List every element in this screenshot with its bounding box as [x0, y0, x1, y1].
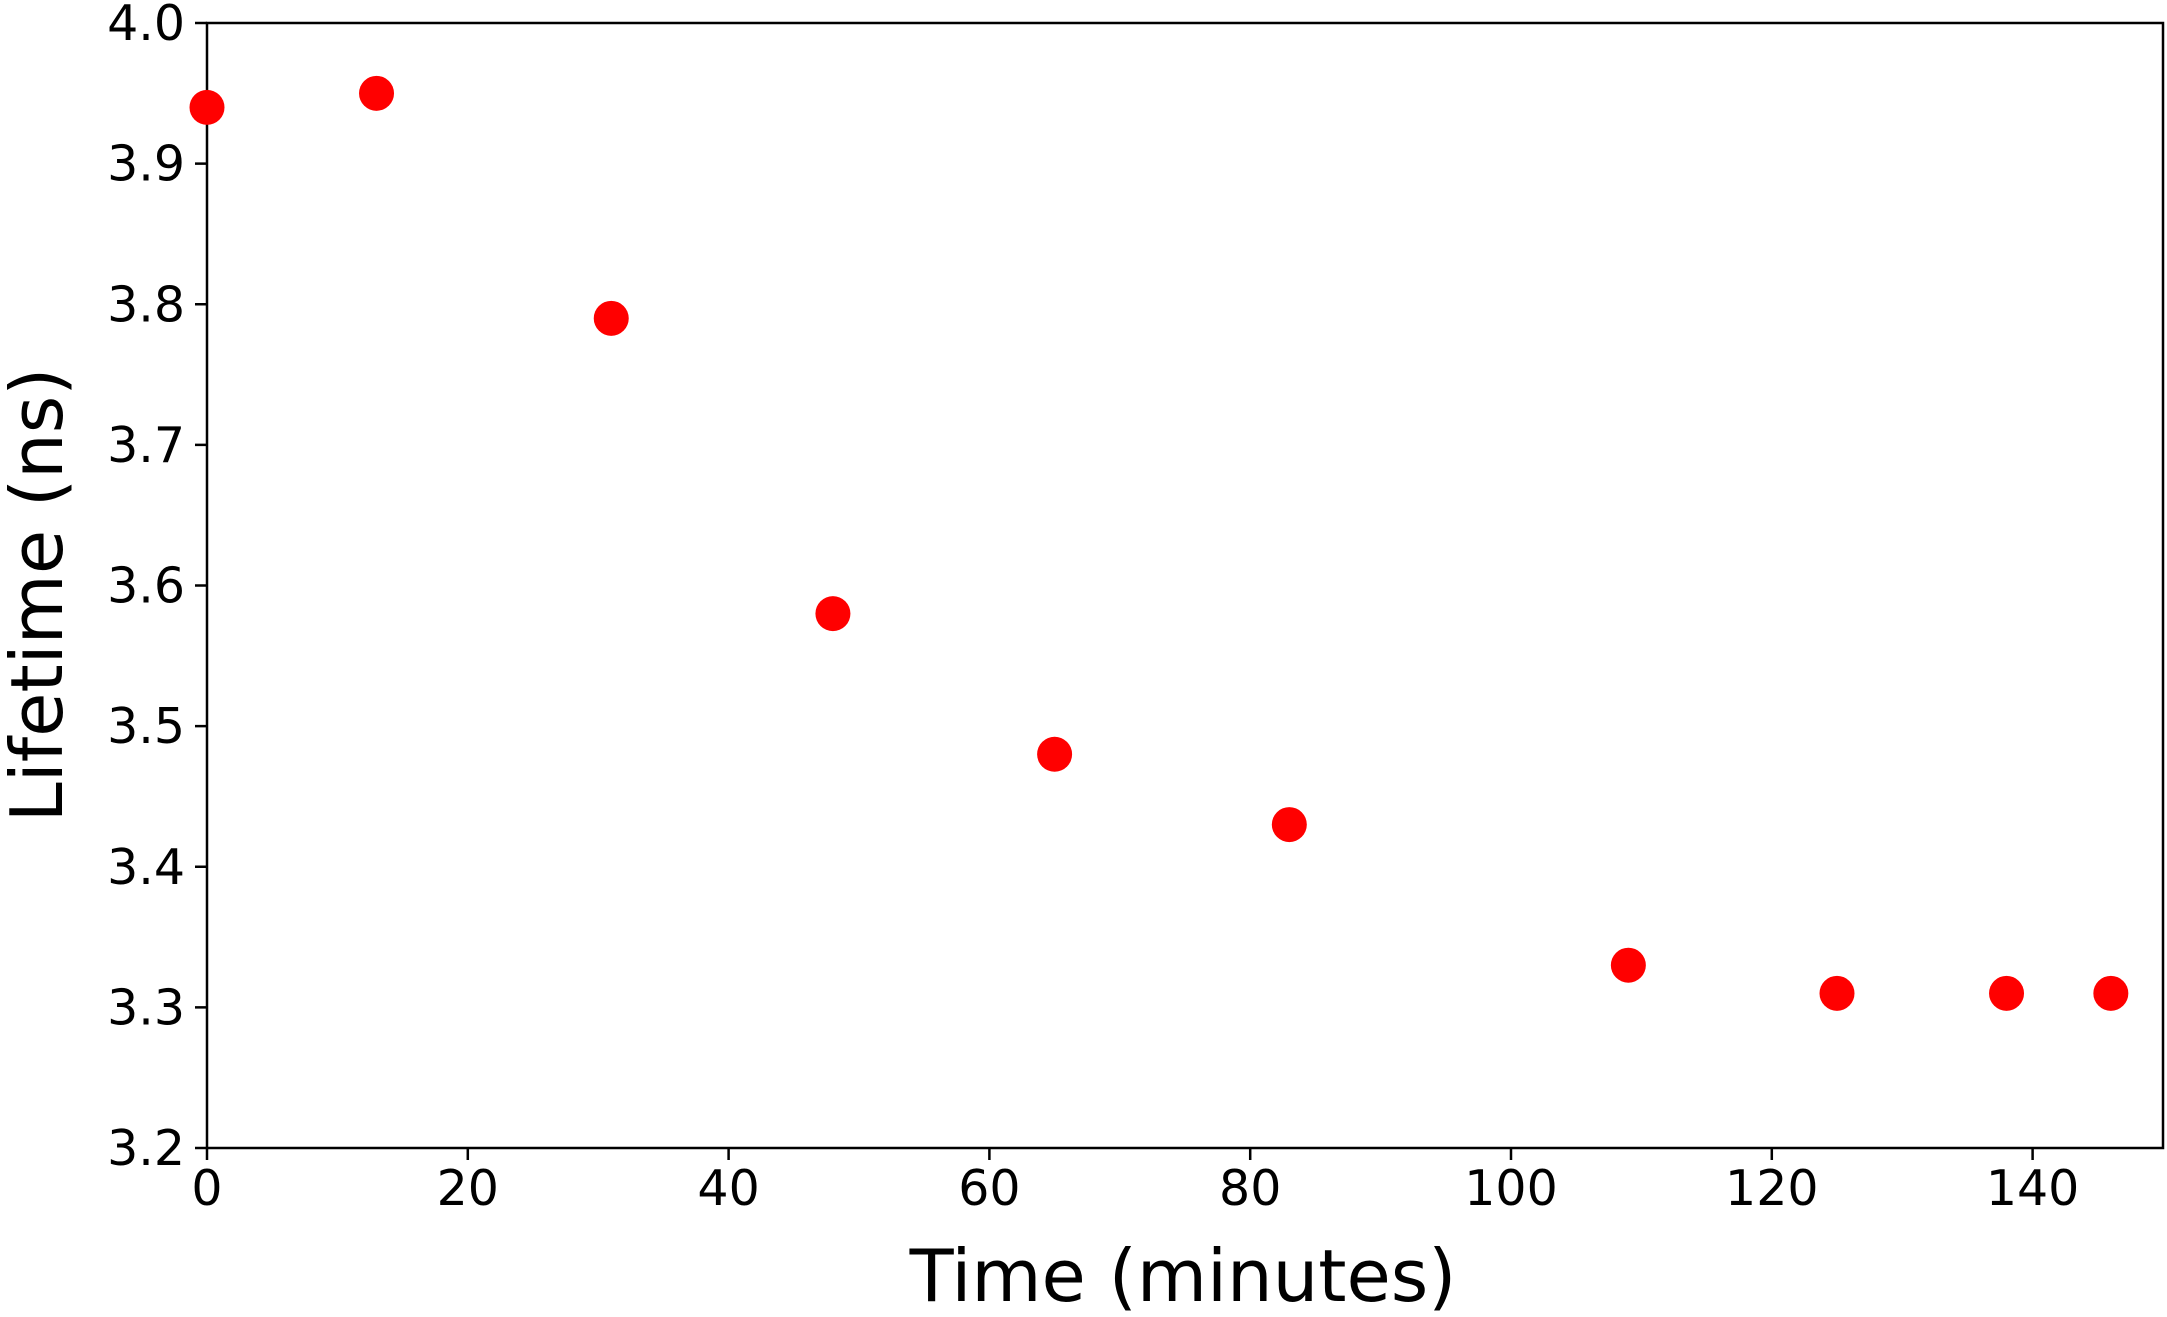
- data-point: [359, 75, 395, 111]
- data-point: [1271, 807, 1307, 843]
- x-tick-label: 140: [1986, 1160, 2080, 1217]
- y-tick-label: 3.9: [107, 136, 185, 193]
- y-tick-label: 3.4: [107, 839, 185, 896]
- x-tick-label: 40: [697, 1160, 759, 1217]
- data-point: [1819, 975, 1855, 1011]
- data-point: [1610, 947, 1646, 983]
- plot-area: [205, 21, 2165, 1150]
- x-tick-label: 60: [958, 1160, 1020, 1217]
- data-point: [189, 89, 225, 125]
- data-points: [189, 75, 2129, 1011]
- y-tick-label: 3.5: [107, 698, 185, 755]
- y-axis: 3.2 3.3 3.4 3.5 3.6 3.7 3.8 3.9 4.0: [107, 0, 207, 1177]
- y-tick-label: 3.3: [107, 979, 185, 1036]
- x-tick-label: 120: [1725, 1160, 1819, 1217]
- y-tick-label: 3.7: [107, 417, 185, 474]
- x-tick-label: 100: [1464, 1160, 1558, 1217]
- x-axis-title: Time (minutes): [909, 1234, 1457, 1317]
- data-point: [1989, 975, 2025, 1011]
- data-point: [2093, 975, 2129, 1011]
- y-tick-label: 4.0: [107, 0, 185, 52]
- y-tick-label: 3.2: [107, 1120, 185, 1177]
- x-tick-label: 20: [437, 1160, 499, 1217]
- plot-frame: [205, 21, 2165, 1150]
- x-tick-label: 0: [191, 1160, 222, 1217]
- data-point: [1037, 736, 1073, 772]
- y-tick-label: 3.6: [107, 558, 185, 615]
- y-axis-title: Lifetime (ns): [0, 368, 79, 823]
- x-axis: 0 20 40 60 80 100 120 140: [191, 1148, 2079, 1217]
- y-tick-label: 3.8: [107, 276, 185, 333]
- data-point: [593, 300, 629, 336]
- x-tick-label: 80: [1219, 1160, 1281, 1217]
- data-point: [815, 596, 851, 632]
